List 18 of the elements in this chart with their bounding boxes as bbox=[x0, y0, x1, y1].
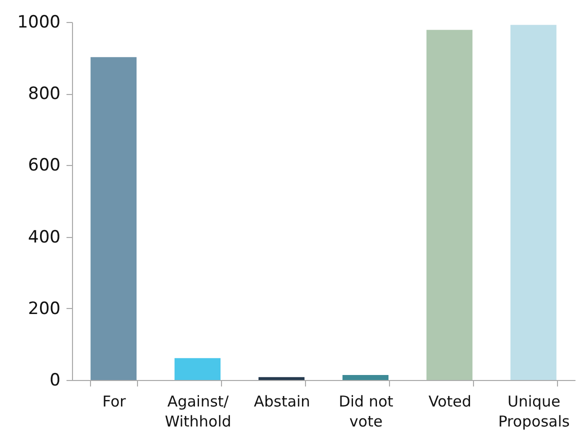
y-tick-label: 400 bbox=[28, 227, 60, 248]
y-tick-label: 600 bbox=[28, 156, 60, 176]
bar bbox=[90, 57, 137, 380]
x-tick-label: Voted bbox=[428, 392, 472, 410]
x-tick-label: Did not vote bbox=[338, 392, 394, 430]
y-tick-label: 800 bbox=[28, 84, 60, 104]
bar bbox=[426, 30, 472, 380]
x-tick-label: Unique Proposals bbox=[498, 392, 570, 430]
x-tick-label: Abstain bbox=[254, 392, 310, 410]
bar bbox=[174, 358, 221, 380]
y-tick-label: 0 bbox=[50, 370, 60, 390]
y-tick-label: 1000 bbox=[17, 12, 60, 32]
bar bbox=[342, 374, 388, 380]
x-tick-label: For bbox=[102, 392, 127, 410]
x-tick-label: Against/ Withhold bbox=[164, 392, 232, 430]
bar bbox=[510, 24, 556, 380]
bar bbox=[258, 377, 305, 380]
y-tick-label: 200 bbox=[28, 298, 60, 319]
